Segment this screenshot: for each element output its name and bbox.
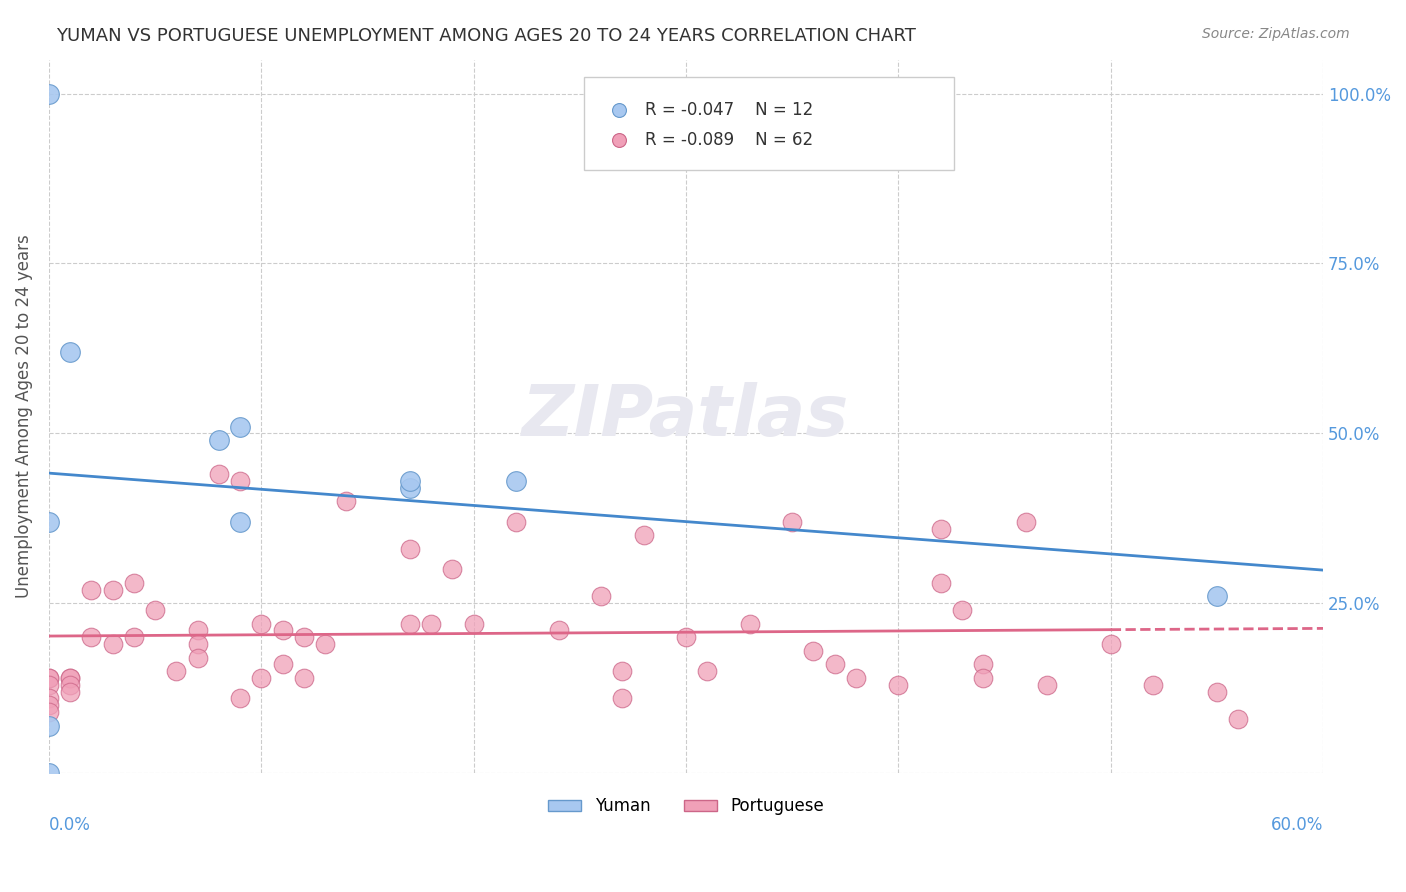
Text: 60.0%: 60.0% xyxy=(1271,816,1323,834)
Text: R = -0.047    N = 12: R = -0.047 N = 12 xyxy=(645,101,814,119)
Point xyxy=(314,637,336,651)
Point xyxy=(463,616,485,631)
Point xyxy=(972,671,994,685)
Point xyxy=(591,590,613,604)
Point xyxy=(38,705,60,719)
Point xyxy=(59,678,82,692)
Point xyxy=(1206,684,1229,698)
Point xyxy=(38,671,60,685)
Point xyxy=(738,616,761,631)
Point xyxy=(208,467,231,482)
Point xyxy=(292,630,315,644)
Point xyxy=(101,637,124,651)
Point xyxy=(38,766,60,780)
Point xyxy=(1206,590,1229,604)
Point xyxy=(612,691,634,706)
Point xyxy=(950,603,973,617)
Point xyxy=(633,528,655,542)
Point xyxy=(143,603,166,617)
Point xyxy=(399,541,422,556)
Point xyxy=(335,494,357,508)
Point xyxy=(38,678,60,692)
Point xyxy=(1036,678,1059,692)
Point xyxy=(271,657,294,672)
Point xyxy=(101,582,124,597)
Text: YUMAN VS PORTUGUESE UNEMPLOYMENT AMONG AGES 20 TO 24 YEARS CORRELATION CHART: YUMAN VS PORTUGUESE UNEMPLOYMENT AMONG A… xyxy=(56,27,917,45)
Point xyxy=(59,344,82,359)
Text: ZIPatlas: ZIPatlas xyxy=(523,382,849,450)
Point xyxy=(229,474,252,488)
Point xyxy=(887,678,910,692)
Point xyxy=(420,616,443,631)
Point xyxy=(187,637,209,651)
Point xyxy=(505,515,527,529)
Point xyxy=(80,630,103,644)
Text: Source: ZipAtlas.com: Source: ZipAtlas.com xyxy=(1202,27,1350,41)
Legend: Yuman, Portuguese: Yuman, Portuguese xyxy=(541,790,831,822)
Point xyxy=(59,671,82,685)
Point xyxy=(165,665,187,679)
Point xyxy=(229,515,252,529)
Point xyxy=(59,671,82,685)
Y-axis label: Unemployment Among Ages 20 to 24 years: Unemployment Among Ages 20 to 24 years xyxy=(15,235,32,599)
Point xyxy=(229,691,252,706)
Point xyxy=(38,671,60,685)
Point xyxy=(929,522,952,536)
Point xyxy=(399,481,422,495)
Point xyxy=(187,650,209,665)
Point xyxy=(38,515,60,529)
Point xyxy=(547,624,569,638)
Point xyxy=(675,630,697,644)
Text: R = -0.089    N = 62: R = -0.089 N = 62 xyxy=(645,131,814,149)
Point xyxy=(399,616,422,631)
Point xyxy=(780,515,803,529)
Point xyxy=(80,582,103,597)
Point xyxy=(1142,678,1164,692)
Point xyxy=(229,419,252,434)
Point xyxy=(1015,515,1038,529)
Point xyxy=(38,87,60,101)
Point xyxy=(38,691,60,706)
Point xyxy=(972,657,994,672)
Point xyxy=(696,665,718,679)
Point xyxy=(38,718,60,732)
Point xyxy=(845,671,868,685)
Point xyxy=(208,433,231,447)
FancyBboxPatch shape xyxy=(583,78,953,170)
Point xyxy=(1099,637,1122,651)
Point xyxy=(122,630,145,644)
Point xyxy=(38,698,60,713)
Point xyxy=(250,671,273,685)
Point xyxy=(612,665,634,679)
Point xyxy=(250,616,273,631)
Point xyxy=(122,575,145,590)
Point xyxy=(59,684,82,698)
Point xyxy=(441,562,464,576)
Text: 0.0%: 0.0% xyxy=(49,816,91,834)
Point xyxy=(271,624,294,638)
Point xyxy=(929,575,952,590)
Point xyxy=(824,657,846,672)
Point xyxy=(505,474,527,488)
Point xyxy=(399,474,422,488)
Point xyxy=(187,624,209,638)
Point xyxy=(803,644,825,658)
Point xyxy=(292,671,315,685)
Point xyxy=(1227,712,1250,726)
